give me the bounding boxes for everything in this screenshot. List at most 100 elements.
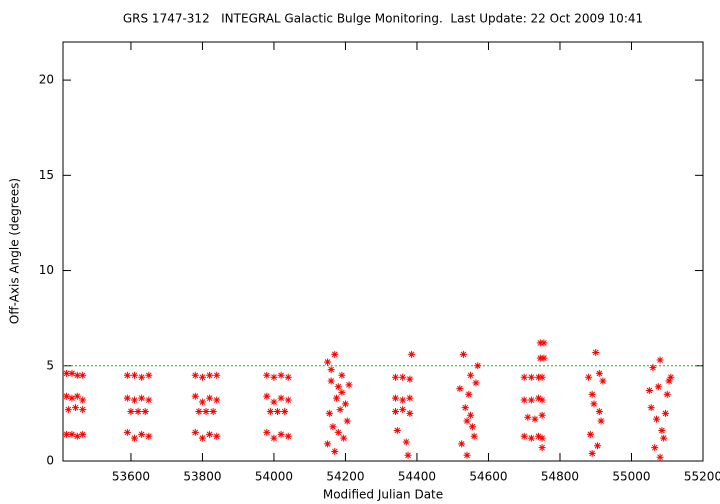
data-point: [270, 398, 278, 406]
data-point: [324, 358, 332, 366]
data-point: [393, 427, 401, 435]
data-point: [68, 394, 76, 402]
data-point: [470, 432, 478, 440]
data-point: [329, 423, 337, 431]
data-point: [145, 396, 153, 404]
x-axis-label: Modified Julian Date: [323, 488, 443, 502]
data-point: [131, 371, 139, 379]
data-point: [535, 373, 543, 381]
data-point: [649, 364, 657, 372]
data-point: [195, 407, 203, 415]
data-point: [595, 369, 603, 377]
data-point: [535, 432, 543, 440]
data-point: [277, 371, 285, 379]
data-point: [281, 407, 289, 415]
data-point: [458, 440, 466, 448]
data-point: [402, 438, 410, 446]
x-tick-label: 54200: [326, 470, 364, 484]
data-point: [531, 415, 539, 423]
data-point: [392, 394, 400, 402]
data-point: [540, 339, 548, 347]
data-point: [660, 434, 668, 442]
data-point: [597, 417, 605, 425]
data-point: [586, 430, 594, 438]
data-point: [667, 373, 675, 381]
data-point: [399, 373, 407, 381]
data-point: [345, 381, 353, 389]
data-point: [468, 423, 476, 431]
data-point: [658, 427, 666, 435]
data-point: [202, 407, 210, 415]
x-tick-label: 54600: [469, 470, 507, 484]
data-point: [592, 348, 600, 356]
data-point: [79, 396, 87, 404]
data-point: [661, 409, 669, 417]
data-point: [266, 407, 274, 415]
data-point: [665, 377, 673, 385]
data-point: [654, 383, 662, 391]
data-point: [73, 392, 81, 400]
data-point: [645, 387, 653, 395]
data-point: [213, 371, 221, 379]
y-tick-label: 10: [39, 263, 54, 277]
data-point: [138, 394, 146, 402]
data-point: [338, 371, 346, 379]
data-point: [536, 339, 544, 347]
data-point: [191, 392, 199, 400]
data-point: [538, 444, 546, 452]
data-point: [538, 434, 546, 442]
data-point: [404, 451, 412, 459]
data-point: [73, 371, 81, 379]
data-point: [213, 432, 221, 440]
data-point: [538, 411, 546, 419]
data-point: [467, 371, 475, 379]
data-point: [520, 432, 528, 440]
data-point: [651, 444, 659, 452]
data-point: [331, 447, 339, 455]
data-point: [538, 396, 546, 404]
data-point: [325, 409, 333, 417]
data-point: [520, 396, 528, 404]
data-point: [656, 356, 664, 364]
data-point: [467, 411, 475, 419]
data-point: [520, 373, 528, 381]
y-tick-label: 5: [46, 358, 54, 372]
data-point: [334, 383, 342, 391]
x-tick-label: 55200: [684, 470, 720, 484]
data-point: [343, 417, 351, 425]
data-point: [463, 451, 471, 459]
x-tick-label: 53800: [183, 470, 221, 484]
data-point: [64, 406, 72, 414]
data-point: [284, 373, 292, 381]
data-point: [63, 430, 71, 438]
data-point: [535, 394, 543, 402]
plot-frame: [62, 41, 704, 462]
data-point: [538, 373, 546, 381]
data-point: [138, 430, 146, 438]
chart-title: GRS 1747-312 INTEGRAL Galactic Bulge Mon…: [123, 12, 643, 26]
data-point: [536, 354, 544, 362]
data-point: [653, 415, 661, 423]
data-point: [79, 430, 87, 438]
data-point: [134, 407, 142, 415]
data-point: [263, 371, 271, 379]
data-point: [408, 350, 416, 358]
data-point: [588, 390, 596, 398]
data-point: [599, 377, 607, 385]
data-point: [206, 371, 214, 379]
data-point: [341, 400, 349, 408]
data-point: [331, 350, 339, 358]
data-point: [456, 385, 464, 393]
data-point: [274, 407, 282, 415]
data-point: [340, 434, 348, 442]
data-point: [588, 449, 596, 457]
data-point: [68, 369, 76, 377]
data-point: [327, 366, 335, 374]
data-point: [392, 407, 400, 415]
data-point: [656, 453, 664, 461]
data-point: [406, 375, 414, 383]
data-point: [595, 407, 603, 415]
data-point: [145, 371, 153, 379]
data-point: [145, 432, 153, 440]
